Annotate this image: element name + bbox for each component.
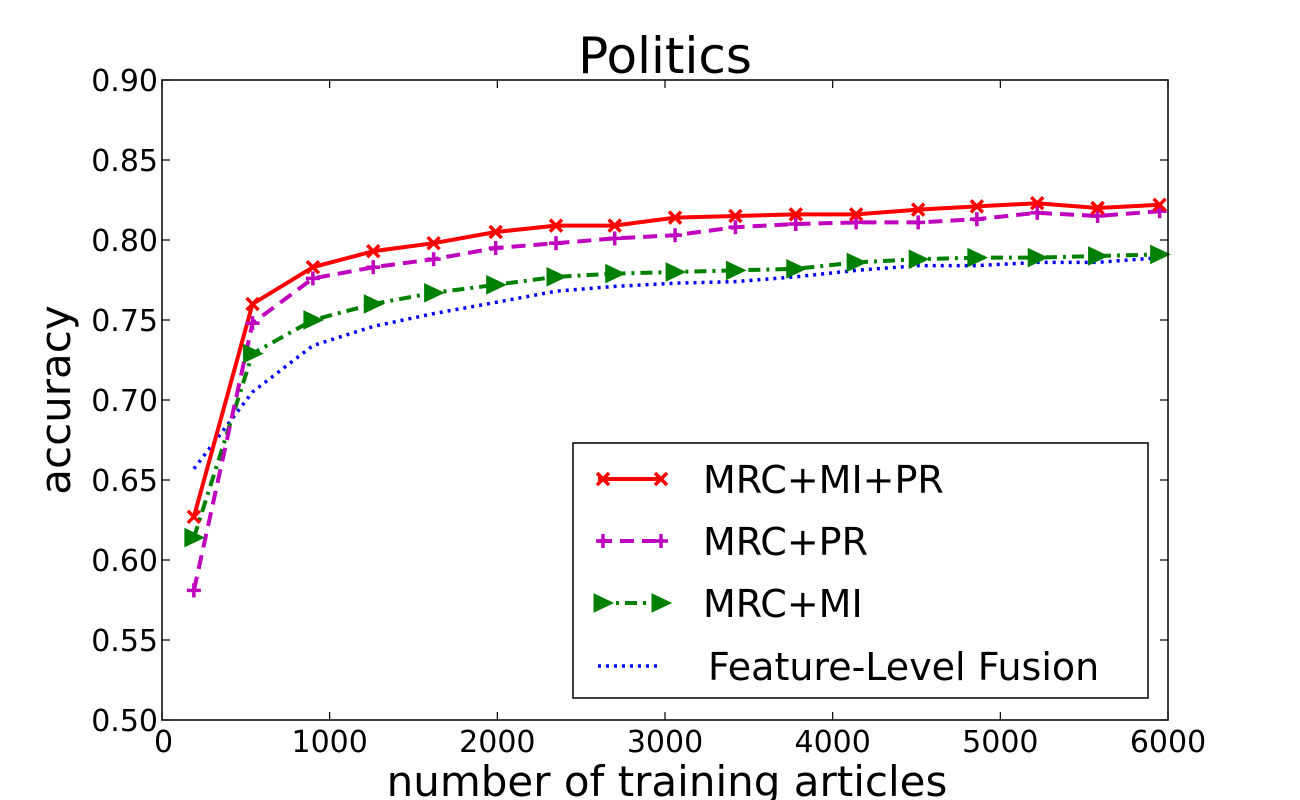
data-point (426, 252, 441, 267)
data-point (488, 241, 503, 255)
plot-frame (161, 79, 1169, 721)
data-point (607, 218, 622, 233)
data-point (1027, 247, 1049, 268)
data-point (728, 208, 743, 224)
data-point (184, 527, 206, 548)
data-point (849, 215, 864, 230)
x-tick-label: 0 (154, 725, 173, 760)
x-tick-label: 2000 (459, 725, 535, 760)
data-point (245, 296, 260, 312)
data-point (665, 262, 687, 282)
y-tick-label: 0.85 (91, 144, 158, 179)
y-tick-label: 0.70 (91, 384, 158, 419)
y-tick-label: 0.75 (91, 304, 158, 339)
data-point (848, 207, 864, 222)
data-point (1030, 205, 1045, 220)
legend-marker (593, 593, 615, 613)
data-point (908, 249, 930, 269)
data-point (186, 583, 201, 598)
legend-label: MRC+PR (703, 520, 868, 564)
data-point (967, 247, 989, 268)
data-point (426, 235, 441, 251)
y-tick-label: 0.80 (91, 224, 158, 259)
y-tick-label: 0.50 (91, 704, 158, 739)
ticks-layer: 0 1000 2000 3000 4000 5000 6000 0.50 0.55 0.60 0.6… (91, 64, 1206, 760)
data-point (788, 217, 803, 231)
data-point (1090, 200, 1105, 216)
legend-label: MRC+MI (703, 582, 863, 626)
x-tick-label: 4000 (794, 725, 870, 760)
legend-marker (654, 534, 668, 548)
x-axis-label: number of training articles (387, 757, 948, 800)
data-point (186, 509, 202, 525)
markers-layer (184, 195, 1171, 598)
data-point (1090, 209, 1105, 223)
data-point (1029, 195, 1045, 211)
x-tick-label: 1000 (291, 725, 367, 760)
data-point (305, 271, 320, 286)
data-point (788, 207, 804, 222)
y-axis-label: accuracy (31, 305, 80, 495)
y-tick-label: 0.55 (91, 624, 158, 659)
data-point (366, 260, 381, 275)
data-point (846, 252, 868, 273)
data-point (549, 236, 564, 251)
series-line (192, 255, 1160, 470)
legend-marker (595, 471, 611, 487)
data-point (486, 275, 507, 295)
legend-marker (596, 534, 610, 548)
x-tick-label: 6000 (1130, 725, 1206, 760)
legend-marker (653, 471, 669, 487)
data-point (546, 267, 568, 287)
data-point (243, 343, 264, 364)
legend-items: MRC+MI+PR MRC+PR MRC+MI Feature-Level Fusio… (593, 458, 1099, 689)
data-point (1152, 197, 1167, 213)
data-point (305, 259, 321, 275)
legend-label: Feature-Level Fusion (708, 645, 1099, 689)
data-point (303, 310, 325, 330)
legend-box (572, 442, 1149, 699)
y-tick-label: 0.65 (91, 464, 158, 499)
x-tick-label: 5000 (962, 725, 1038, 760)
data-point (1088, 246, 1109, 266)
data-point (786, 259, 807, 279)
y-tick-label: 0.90 (91, 64, 158, 99)
data-point (969, 212, 984, 227)
chart-title: Politics (578, 27, 752, 85)
data-point (548, 218, 564, 233)
data-point (245, 316, 260, 331)
legend-label: MRC+MI+PR (703, 458, 944, 502)
data-point (668, 228, 683, 243)
data-point (725, 260, 747, 281)
data-point (363, 294, 385, 314)
data-point (607, 231, 622, 246)
data-point (910, 202, 926, 217)
legend-marker (651, 593, 673, 613)
data-point (605, 263, 626, 284)
data-point (969, 199, 985, 214)
legend: MRC+MI+PR MRC+PR MRC+MI Feature-Level Fusio… (572, 442, 1149, 699)
data-point (366, 243, 381, 259)
data-point (424, 283, 445, 303)
x-tick-label: 3000 (627, 725, 703, 760)
y-tick-label: 0.60 (91, 544, 158, 579)
data-point (488, 224, 503, 240)
data-point (667, 210, 683, 225)
data-point (1150, 244, 1171, 265)
data-point (911, 215, 926, 230)
data-point (728, 220, 743, 235)
